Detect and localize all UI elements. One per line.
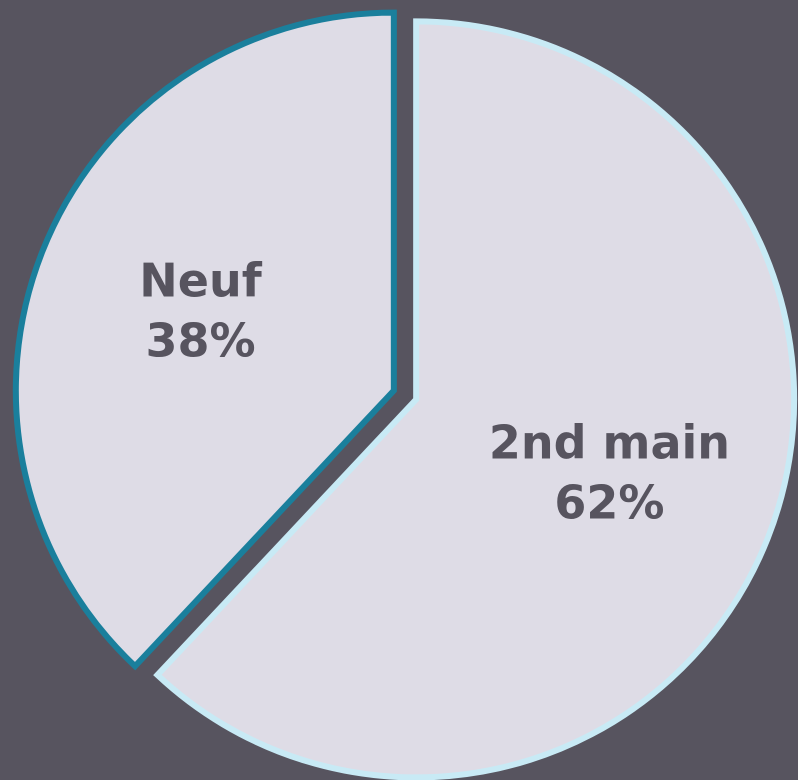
pie-slice — [153, 18, 798, 780]
slice-label: 2nd main — [489, 415, 730, 469]
slice-value: 38% — [145, 314, 255, 368]
slice-value: 62% — [554, 475, 664, 529]
slice-label: Neuf — [139, 254, 262, 308]
pie-slice — [12, 9, 397, 671]
